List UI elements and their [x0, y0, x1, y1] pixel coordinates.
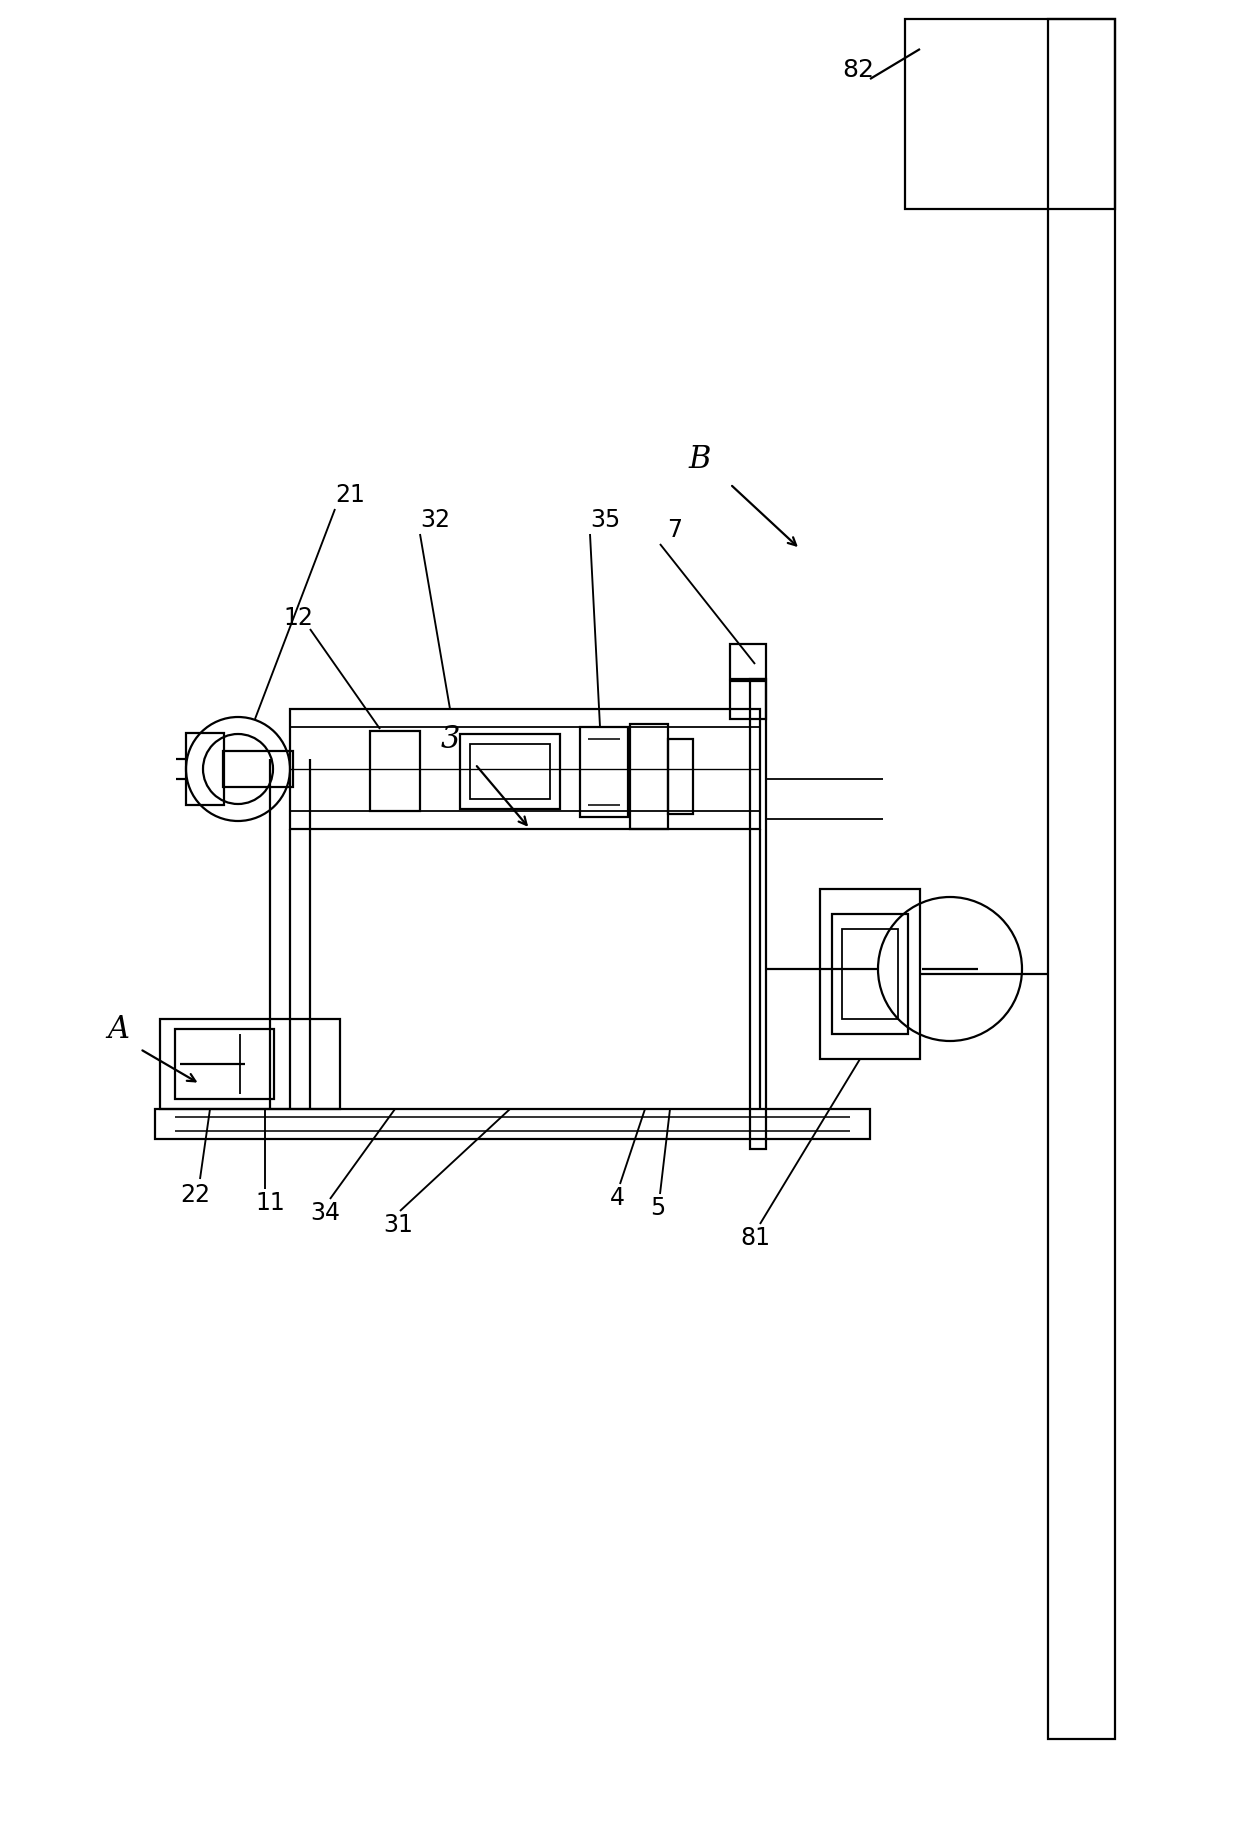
Text: 82: 82	[842, 59, 874, 83]
Bar	[820, 890, 920, 1059]
Bar	[580, 728, 627, 818]
Bar	[1048, 20, 1115, 1740]
Text: 5: 5	[650, 1195, 666, 1219]
Text: 34: 34	[310, 1201, 340, 1225]
Text: 32: 32	[420, 508, 450, 531]
Bar	[290, 710, 760, 829]
Bar	[842, 929, 898, 1019]
Text: 31: 31	[383, 1212, 413, 1236]
Bar	[460, 734, 560, 809]
Text: 81: 81	[740, 1225, 770, 1249]
Bar	[370, 732, 420, 811]
Bar	[905, 20, 1115, 210]
Bar	[175, 1030, 274, 1100]
Text: 7: 7	[667, 519, 682, 543]
Bar	[730, 682, 766, 719]
Bar	[223, 752, 293, 787]
Text: 11: 11	[255, 1190, 285, 1214]
Text: 21: 21	[335, 482, 365, 508]
Text: 12: 12	[283, 605, 312, 629]
Bar	[832, 914, 908, 1034]
Bar	[630, 725, 668, 829]
Text: 4: 4	[610, 1186, 625, 1210]
Text: 35: 35	[590, 508, 620, 531]
Text: 3: 3	[440, 725, 460, 756]
Bar	[160, 1019, 340, 1109]
Bar	[470, 745, 551, 800]
Bar	[750, 680, 766, 1149]
Text: A: A	[107, 1013, 129, 1045]
Bar	[155, 1109, 870, 1140]
Text: 22: 22	[180, 1182, 210, 1206]
Bar	[668, 739, 693, 815]
Bar	[730, 645, 766, 680]
Bar	[186, 734, 224, 805]
Text: B: B	[688, 445, 712, 474]
